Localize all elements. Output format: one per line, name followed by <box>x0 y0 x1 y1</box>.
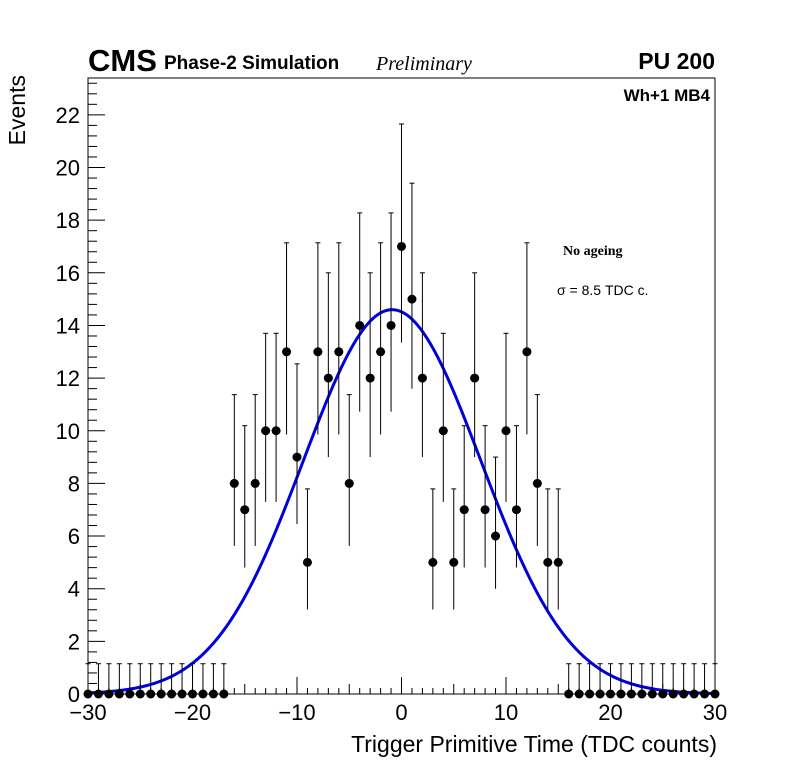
data-point <box>376 242 386 435</box>
data-marker <box>313 347 323 357</box>
simulation-label: Phase-2 Simulation <box>164 53 339 74</box>
y-tick-label: 22 <box>56 103 80 128</box>
axes-layer: −30 −20 −10 0 10 20 30 0 2 4 6 8 10 12 14 16 18 20 22 <box>56 82 727 725</box>
data-point <box>313 242 323 435</box>
x-tick-label: 10 <box>494 700 518 725</box>
data-marker <box>229 478 239 488</box>
x-tick-label: −10 <box>278 700 315 725</box>
y-tick-label: 4 <box>68 577 80 602</box>
data-point <box>480 425 490 568</box>
data-marker <box>532 478 542 488</box>
data-marker <box>355 320 365 330</box>
data-marker <box>428 557 438 567</box>
data-marker <box>511 505 521 515</box>
data-point <box>449 488 459 610</box>
data-point <box>459 425 469 568</box>
data-marker <box>344 478 354 488</box>
data-marker <box>407 294 417 304</box>
data-marker <box>271 426 281 436</box>
data-point <box>553 488 563 610</box>
y-tick-label: 6 <box>68 524 80 549</box>
data-point <box>511 425 521 568</box>
y-tick-label: 0 <box>68 682 80 707</box>
x-tick-label: 0 <box>395 700 407 725</box>
x-tick-label: −30 <box>69 700 106 725</box>
data-point <box>522 242 532 435</box>
data-point <box>302 488 312 610</box>
y-tick-label: 14 <box>56 313 80 338</box>
data-point <box>438 332 448 502</box>
y-tick-label: 16 <box>56 261 80 286</box>
data-marker <box>438 426 448 436</box>
chamber-label: Wh+1 MB4 <box>624 86 711 105</box>
data-point <box>292 363 302 524</box>
data-marker <box>417 373 427 383</box>
data-marker <box>376 347 386 357</box>
data-points-layer <box>83 123 720 699</box>
data-point <box>344 394 354 546</box>
data-marker <box>543 557 553 567</box>
x-axis-label: Trigger Primitive Time (TDC counts) <box>351 731 717 757</box>
data-marker <box>480 505 490 515</box>
ageing-label: No ageing <box>563 244 623 259</box>
data-marker <box>323 373 333 383</box>
data-point <box>501 332 511 502</box>
data-marker <box>302 557 312 567</box>
y-tick-label: 10 <box>56 419 80 444</box>
data-marker <box>501 426 511 436</box>
x-tick-label: 30 <box>703 700 727 725</box>
preliminary-label: Preliminary <box>375 53 472 75</box>
data-point <box>543 488 553 610</box>
data-point <box>491 456 501 589</box>
data-marker <box>365 373 375 383</box>
data-marker <box>522 347 532 357</box>
data-point <box>417 272 427 458</box>
data-marker <box>459 505 469 515</box>
data-point <box>250 394 260 546</box>
fit-layer <box>87 308 716 695</box>
data-point <box>532 394 542 546</box>
y-tick-label: 20 <box>56 156 80 181</box>
data-marker <box>470 373 480 383</box>
pileup-label: PU 200 <box>638 48 715 74</box>
data-point <box>428 488 438 610</box>
data-point <box>386 212 396 412</box>
data-point <box>397 123 406 343</box>
data-marker <box>334 347 344 357</box>
y-tick-label: 8 <box>68 471 80 496</box>
data-point <box>229 394 239 546</box>
data-point <box>323 272 333 458</box>
data-point <box>334 242 344 435</box>
data-marker <box>491 531 501 541</box>
data-marker <box>397 241 406 251</box>
data-marker <box>250 478 260 488</box>
data-point <box>407 182 417 389</box>
data-point <box>271 332 281 502</box>
y-tick-label: 18 <box>56 208 80 233</box>
data-point <box>470 272 480 458</box>
y-tick-label: 2 <box>68 629 80 654</box>
y-axis-label: Events <box>4 75 30 145</box>
data-point <box>282 242 292 435</box>
data-marker <box>386 320 396 330</box>
data-marker <box>553 557 563 567</box>
data-marker <box>261 426 271 436</box>
cms-label: CMS <box>88 43 157 78</box>
data-marker <box>282 347 292 357</box>
data-point <box>365 272 375 458</box>
data-point <box>355 212 365 412</box>
data-marker <box>292 452 302 462</box>
y-tick-label: 12 <box>56 366 80 391</box>
gaussian-fit-curve <box>87 308 716 695</box>
x-tick-label: −20 <box>174 700 211 725</box>
data-point <box>240 425 250 568</box>
data-point <box>261 332 271 502</box>
resolution-label: σ = 8.5 TDC c. <box>557 282 649 298</box>
data-marker <box>240 505 250 515</box>
x-tick-label: 20 <box>598 700 622 725</box>
data-marker <box>449 557 459 567</box>
